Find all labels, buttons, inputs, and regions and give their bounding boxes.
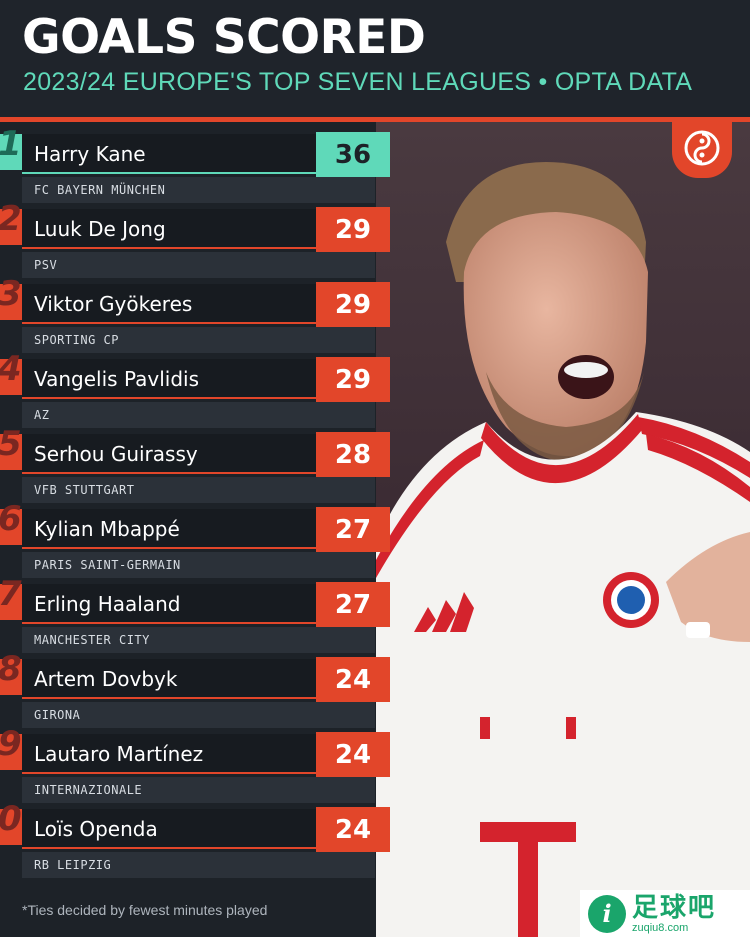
rank-marker (0, 509, 22, 545)
club-name: INTERNAZIONALE (22, 777, 375, 803)
name-underline (22, 847, 316, 849)
name-underline (22, 697, 316, 699)
goals-badge: 29 (316, 207, 390, 252)
rank-number: 3 (0, 274, 22, 314)
watermark[interactable]: i 足球吧 zuqiu8.com (580, 890, 750, 937)
rank-marker (0, 209, 22, 245)
list-item: 2 Luuk De Jong 29 PSV (0, 197, 390, 278)
name-underline (22, 322, 316, 324)
club-name: AZ (22, 402, 375, 428)
player-name: Kylian Mbappé (22, 509, 316, 549)
rank-marker (0, 284, 22, 320)
list-item: 8 Artem Dovbyk 24 GIRONA (0, 647, 390, 728)
rank-number: 8 (0, 649, 22, 689)
list-item: 7 Erling Haaland 27 MANCHESTER CITY (0, 572, 390, 653)
rank-marker (0, 659, 22, 695)
page-subtitle: 2023/24 EUROPE'S TOP SEVEN LEAGUES • OPT… (23, 68, 693, 96)
goals-badge: 29 (316, 282, 390, 327)
name-underline (22, 397, 316, 399)
club-name: FC BAYERN MÜNCHEN (22, 177, 375, 203)
club-name: PSV (22, 252, 375, 278)
goals-badge: 24 (316, 807, 390, 852)
goals-badge: 36 (316, 132, 390, 177)
player-name: Artem Dovbyk (22, 659, 316, 699)
rank-number: 6 (0, 499, 22, 539)
rank-marker (0, 434, 22, 470)
player-name: Viktor Gyökeres (22, 284, 316, 324)
watermark-url[interactable]: zuqiu8.com (632, 921, 689, 934)
club-name: MANCHESTER CITY (22, 627, 375, 653)
info-icon: i (588, 894, 626, 933)
goals-badge: 28 (316, 432, 390, 477)
club-name: SPORTING CP (22, 327, 375, 353)
player-name: Erling Haaland (22, 584, 316, 624)
rank-marker (0, 134, 22, 170)
goals-badge: 24 (316, 657, 390, 702)
page-title: GOALS SCORED (22, 10, 426, 65)
club-name: GIRONA (22, 702, 375, 728)
player-name: Loïs Openda (22, 809, 316, 849)
name-underline (22, 547, 316, 549)
brand-logo (672, 122, 732, 178)
list-item: 1 Harry Kane 36 FC BAYERN MÜNCHEN (0, 122, 390, 203)
list-item: 0 Loïs Openda 24 RB LEIPZIG (0, 797, 390, 878)
rank-marker (0, 734, 22, 770)
player-name: Luuk De Jong (22, 209, 316, 249)
player-photo (376, 122, 750, 937)
rank-number: 7 (0, 574, 22, 614)
name-underline (22, 472, 316, 474)
club-name: PARIS SAINT-GERMAIN (22, 552, 375, 578)
rank-number: 0 (0, 799, 22, 839)
list-item: 4 Vangelis Pavlidis 29 AZ (0, 347, 390, 428)
brand-swirl-icon (683, 129, 721, 171)
player-name: Harry Kane (22, 134, 316, 174)
name-underline (22, 622, 316, 624)
rank-number: 9 (0, 724, 22, 764)
goals-badge: 24 (316, 732, 390, 777)
list-item: 5 Serhou Guirassy 28 VFB STUTTGART (0, 422, 390, 503)
club-name: RB LEIPZIG (22, 852, 375, 878)
name-underline (22, 772, 316, 774)
list-item: 9 Lautaro Martínez 24 INTERNAZIONALE (0, 722, 390, 803)
goals-badge: 27 (316, 507, 390, 552)
rank-marker (0, 584, 22, 620)
rank-marker (0, 809, 22, 845)
player-name: Serhou Guirassy (22, 434, 316, 474)
goals-badge: 27 (316, 582, 390, 627)
club-name: VFB STUTTGART (22, 477, 375, 503)
player-illustration (376, 122, 750, 937)
rank-number: 4 (0, 349, 22, 389)
header-divider (0, 117, 750, 122)
footnote: *Ties decided by fewest minutes played (22, 902, 268, 918)
goals-badge: 29 (316, 357, 390, 402)
header: GOALS SCORED 2023/24 EUROPE'S TOP SEVEN … (0, 0, 750, 118)
watermark-name: 足球吧 (632, 892, 717, 923)
player-name: Lautaro Martínez (22, 734, 316, 774)
rank-number: 2 (0, 199, 22, 239)
name-underline (22, 172, 316, 174)
list-item: 6 Kylian Mbappé 27 PARIS SAINT-GERMAIN (0, 497, 390, 578)
name-underline (22, 247, 316, 249)
list-item: 3 Viktor Gyökeres 29 SPORTING CP (0, 272, 390, 353)
rank-number: 1 (0, 124, 22, 164)
player-name: Vangelis Pavlidis (22, 359, 316, 399)
rank-number: 5 (0, 424, 22, 464)
watermark-text: 足球吧 zuqiu8.com (632, 894, 716, 934)
rank-marker (0, 359, 22, 395)
